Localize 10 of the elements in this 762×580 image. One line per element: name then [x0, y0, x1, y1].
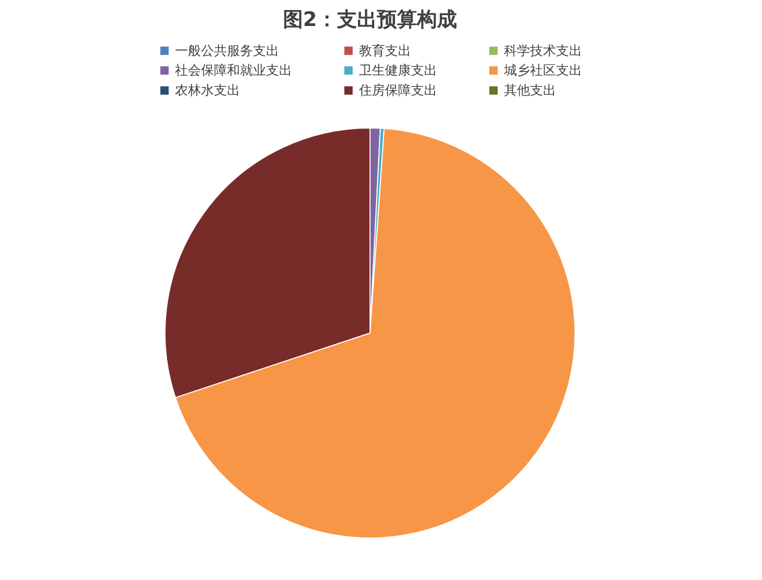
legend-label: 卫生健康支出: [359, 64, 437, 78]
legend-label: 住房保障支出: [358, 82, 437, 98]
legend-label: 社会保障和就业支出: [175, 64, 292, 78]
legend-label: 教育支出: [359, 42, 411, 59]
legend-label: 一般公共服务支出: [175, 44, 279, 59]
chart-title: 图2：支出预算构成: [283, 7, 457, 31]
legend-label: 其他支出: [504, 84, 556, 98]
legend-label: 科学技术支出: [504, 44, 582, 59]
legend-label: 农林水支出: [175, 84, 240, 98]
legend-label: 城乡社区支出: [503, 64, 582, 78]
